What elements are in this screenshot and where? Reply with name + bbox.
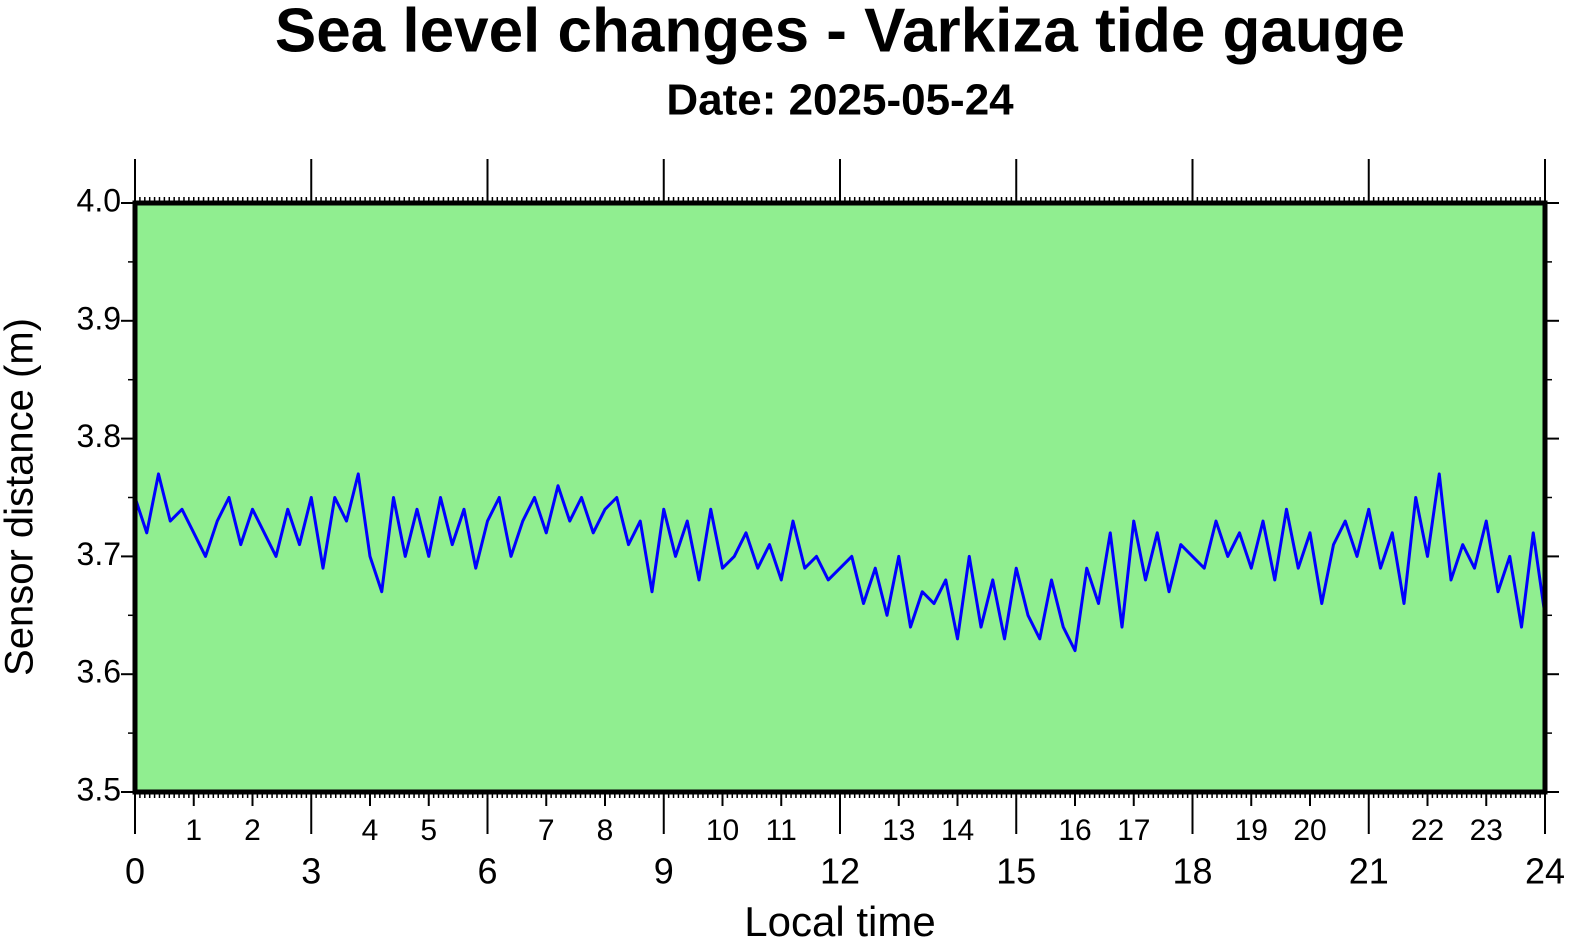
x-minor-tick-label: 20 <box>1293 814 1326 847</box>
y-tick-label: 3.9 <box>77 300 121 336</box>
x-tick-label: 24 <box>1525 851 1565 892</box>
x-minor-tick-label: 14 <box>941 814 974 847</box>
x-minor-tick-label: 8 <box>597 814 614 847</box>
y-tick-label: 3.5 <box>77 771 121 807</box>
plot-frame <box>132 200 1548 795</box>
x-tick-label: 21 <box>1349 851 1389 892</box>
x-minor-tick-label: 19 <box>1235 814 1268 847</box>
x-minor-tick-label: 16 <box>1058 814 1091 847</box>
chart-subtitle: Date: 2025-05-24 <box>666 76 1014 125</box>
y-tick-label: 3.7 <box>77 536 121 572</box>
x-tick-label: 3 <box>301 851 321 892</box>
x-minor-tick-label: 1 <box>185 814 202 847</box>
x-minor-tick-label: 17 <box>1117 814 1150 847</box>
y-tick-label: 3.8 <box>77 418 121 454</box>
x-tick-label: 15 <box>996 851 1036 892</box>
x-tick-label: 0 <box>125 851 145 892</box>
x-minor-tick-label: 11 <box>766 814 797 847</box>
y-tick-label: 4.0 <box>77 182 121 218</box>
x-minor-tick-label: 2 <box>244 814 261 847</box>
data-line <box>133 472 1547 653</box>
x-minor-tick-label: 13 <box>882 814 915 847</box>
y-axis-label: Sensor distance (m) <box>0 318 42 676</box>
x-tick-label: 12 <box>820 851 860 892</box>
y-tick-label: 3.6 <box>77 654 121 690</box>
x-minor-tick-label: 22 <box>1411 814 1444 847</box>
x-tick-label: 6 <box>477 851 497 892</box>
x-minor-tick-label: 10 <box>706 814 739 847</box>
x-minor-tick-label: 5 <box>420 814 437 847</box>
x-axis-label: Local time <box>744 898 935 945</box>
x-tick-label: 9 <box>654 851 674 892</box>
chart-title: Sea level changes - Varkiza tide gauge <box>275 0 1405 65</box>
x-minor-tick-label: 7 <box>538 814 555 847</box>
x-minor-tick-label: 4 <box>362 814 379 847</box>
plot-background <box>135 203 1545 792</box>
x-tick-label: 18 <box>1172 851 1212 892</box>
x-minor-tick-label: 23 <box>1470 814 1503 847</box>
